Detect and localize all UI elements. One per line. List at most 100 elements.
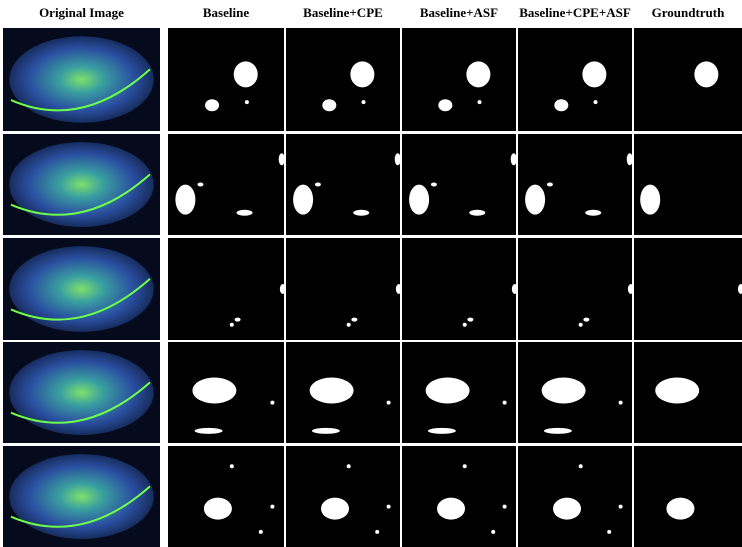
mask-region xyxy=(312,428,340,434)
mask-region xyxy=(655,377,699,403)
mask-region xyxy=(466,61,490,87)
mask-region xyxy=(197,183,203,187)
column-header: Groundtruth xyxy=(652,5,725,20)
column-header: Baseline+ASF xyxy=(420,5,498,20)
mask-image xyxy=(286,238,400,340)
eye-region xyxy=(9,36,153,123)
mask-region xyxy=(270,505,274,509)
column-header: Baseline+CPE+ASF xyxy=(519,5,631,20)
mask-region xyxy=(437,498,465,520)
mask-image xyxy=(518,134,632,235)
mask-image xyxy=(286,446,400,547)
mask-region xyxy=(512,284,518,294)
mask-region xyxy=(582,61,606,87)
mask-region xyxy=(230,323,234,327)
mask-image xyxy=(634,28,742,131)
mask-region xyxy=(525,185,545,215)
mask-region xyxy=(463,464,467,468)
mask-region xyxy=(594,100,598,104)
mask-region xyxy=(230,464,234,468)
mask-region xyxy=(280,284,286,294)
mask-region xyxy=(511,153,517,165)
mask-region xyxy=(694,61,718,87)
mask-region xyxy=(542,377,586,403)
mask-region xyxy=(234,61,258,87)
mask-region xyxy=(463,323,467,327)
mask-image xyxy=(402,238,516,340)
mask-region xyxy=(205,99,219,111)
mask-region xyxy=(351,318,357,322)
mask-image xyxy=(286,28,400,131)
mask-region xyxy=(362,100,366,104)
mask-region xyxy=(478,100,482,104)
mask-image xyxy=(168,28,284,131)
mask-region xyxy=(607,530,611,534)
mask-region xyxy=(640,185,660,215)
mask-region xyxy=(547,183,553,187)
mask-region xyxy=(666,498,694,520)
mask-region xyxy=(426,377,470,403)
eye-region xyxy=(9,454,153,539)
mask-image xyxy=(518,28,632,131)
mask-image xyxy=(168,446,284,547)
mask-image xyxy=(634,238,742,340)
mask-image xyxy=(402,28,516,131)
mask-region xyxy=(315,183,321,187)
mask-region xyxy=(619,505,623,509)
mask-region xyxy=(579,323,583,327)
mask-region xyxy=(270,401,274,405)
mask-region xyxy=(387,401,391,405)
mask-region xyxy=(175,185,195,215)
mask-region xyxy=(544,428,572,434)
mask-region xyxy=(491,530,495,534)
mask-region xyxy=(245,100,249,104)
eye-region xyxy=(9,142,153,227)
mask-image xyxy=(634,446,742,547)
column-header: Baseline xyxy=(203,5,249,20)
mask-region xyxy=(293,185,313,215)
mask-region xyxy=(469,210,485,216)
mask-region xyxy=(387,505,391,509)
mask-region xyxy=(503,505,507,509)
mask-region xyxy=(467,318,473,322)
column-header: Original Image xyxy=(39,5,124,20)
mask-region xyxy=(585,210,601,216)
mask-image xyxy=(286,134,400,235)
eye-region xyxy=(9,350,153,435)
mask-region xyxy=(431,183,437,187)
mask-image xyxy=(402,134,516,235)
mask-region xyxy=(503,401,507,405)
mask-image xyxy=(402,446,516,547)
mask-image xyxy=(518,446,632,547)
mask-region xyxy=(347,464,351,468)
mask-region xyxy=(579,464,583,468)
eye-region xyxy=(9,246,153,332)
mask-region xyxy=(192,377,236,403)
mask-image xyxy=(518,238,632,340)
mask-image xyxy=(634,134,742,235)
mask-region xyxy=(375,530,379,534)
mask-region xyxy=(322,99,336,111)
page: {"figure": {"columns": ["Original Image"… xyxy=(0,0,742,547)
mask-region xyxy=(204,498,232,520)
mask-region xyxy=(310,377,354,403)
mask-region xyxy=(395,153,401,165)
mask-region xyxy=(428,428,456,434)
mask-image xyxy=(168,238,284,340)
figure: Original Image Baseline Baseline+CPE Baseli… xyxy=(0,0,742,547)
mask-region xyxy=(235,318,241,322)
mask-region xyxy=(350,61,374,87)
mask-region xyxy=(627,153,633,165)
mask-region xyxy=(628,284,634,294)
column-header: Baseline+CPE xyxy=(303,5,383,20)
mask-region xyxy=(353,210,369,216)
mask-region xyxy=(553,498,581,520)
mask-region xyxy=(195,428,223,434)
mask-region xyxy=(619,401,623,405)
mask-region xyxy=(396,284,402,294)
mask-region xyxy=(321,498,349,520)
mask-region xyxy=(554,99,568,111)
mask-region xyxy=(438,99,452,111)
mask-region xyxy=(259,530,263,534)
mask-region xyxy=(279,153,285,165)
